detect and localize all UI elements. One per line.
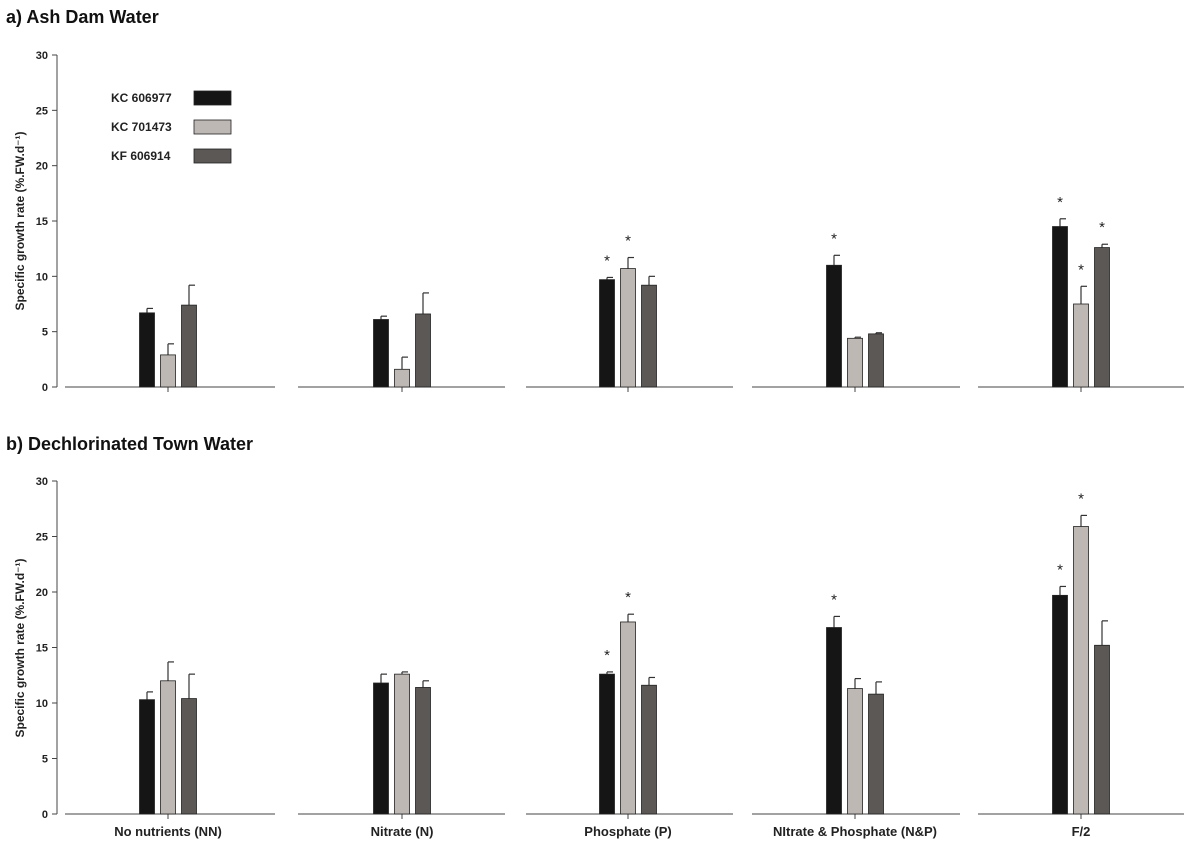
significance-marker: * bbox=[604, 647, 610, 664]
bar-kc-701473-f-2 bbox=[1073, 303, 1089, 388]
y-axis-label-a: Specific growth rate (%.FW.d⁻¹) bbox=[13, 131, 27, 310]
panel-dechlorinated-town-water: b) Dechlorinated Town Water Specific gro… bbox=[6, 434, 1184, 839]
bar-kc-701473-nitrate-phosphate-n-p bbox=[847, 688, 863, 815]
category-label-f-2: F/2 bbox=[1072, 824, 1091, 839]
bar-kf-606914-no-nutrients-nn bbox=[181, 698, 197, 815]
bar-kc-606977-nitrate-n bbox=[373, 682, 389, 815]
bar-kc-606977-f-2 bbox=[1052, 594, 1068, 815]
significance-marker: * bbox=[1078, 490, 1084, 507]
y-tick-label: 30 bbox=[36, 476, 48, 488]
y-tick-label: 25 bbox=[36, 532, 48, 544]
panel-title-a: a) Ash Dam Water bbox=[6, 7, 159, 27]
bar-kf-606914-phosphate-p bbox=[641, 284, 657, 388]
category-label-phosphate-p: Phosphate (P) bbox=[584, 824, 671, 839]
bar-kc-701473-nitrate-phosphate-n-p bbox=[847, 337, 863, 388]
y-tick-label: 5 bbox=[42, 327, 48, 339]
y-tick-label: 10 bbox=[36, 698, 48, 710]
category-label-no-nutrients-nn: No nutrients (NN) bbox=[114, 824, 222, 839]
bar-kc-606977-nitrate-n bbox=[373, 319, 389, 388]
y-tick-label: 5 bbox=[42, 754, 48, 766]
bar-kc-701473-f-2 bbox=[1073, 526, 1089, 815]
y-tick-label: 25 bbox=[36, 105, 48, 117]
y-tick-label: 20 bbox=[36, 587, 48, 599]
bar-kf-606914-f-2 bbox=[1094, 644, 1110, 815]
legend: KC 606977 KC 701473 KF 606914 bbox=[111, 90, 232, 164]
significance-marker: * bbox=[1078, 261, 1084, 278]
bar-kc-606977-nitrate-phosphate-n-p bbox=[826, 264, 842, 388]
category-label-nitrate-phosphate-n-p: NItrate & Phosphate (N&P) bbox=[773, 824, 937, 839]
y-tick-label: 0 bbox=[42, 809, 48, 821]
significance-marker: * bbox=[1057, 194, 1063, 211]
bar-kc-701473-no-nutrients-nn bbox=[160, 680, 176, 815]
y-tick-label: 15 bbox=[36, 216, 48, 228]
bar-kf-606914-nitrate-n bbox=[415, 313, 431, 388]
y-tick-label: 30 bbox=[36, 50, 48, 62]
bar-kc-701473-phosphate-p bbox=[620, 268, 636, 388]
panel-title-b: b) Dechlorinated Town Water bbox=[6, 434, 253, 454]
bar-kc-701473-nitrate-n bbox=[394, 673, 410, 815]
bar-kf-606914-nitrate-phosphate-n-p bbox=[868, 693, 884, 815]
plot-area-a: 0 5 10 15 20 25 30 * * * * * * bbox=[36, 50, 1184, 394]
y-tick-label: 20 bbox=[36, 161, 48, 173]
legend-label-kc-701473: KC 701473 bbox=[111, 120, 172, 134]
significance-marker: * bbox=[1099, 219, 1105, 236]
y-axis-label-b: Specific growth rate (%.FW.d⁻¹) bbox=[13, 558, 27, 737]
panel-ash-dam-water: a) Ash Dam Water Specific growth rate (%… bbox=[6, 7, 1184, 394]
legend-swatch-kc-701473 bbox=[193, 119, 232, 135]
bar-kf-606914-f-2 bbox=[1094, 247, 1110, 388]
bar-kf-606914-nitrate-phosphate-n-p bbox=[868, 333, 884, 388]
bar-kc-606977-f-2 bbox=[1052, 226, 1068, 388]
significance-marker: * bbox=[831, 591, 837, 608]
bar-kc-606977-phosphate-p bbox=[599, 673, 615, 815]
bar-kc-606977-nitrate-phosphate-n-p bbox=[826, 627, 842, 815]
bar-kf-606914-nitrate-n bbox=[415, 687, 431, 815]
significance-marker: * bbox=[604, 252, 610, 269]
bar-kf-606914-no-nutrients-nn bbox=[181, 304, 197, 388]
legend-label-kc-606977: KC 606977 bbox=[111, 91, 172, 105]
y-tick-label: 15 bbox=[36, 643, 48, 655]
plot-area-b: 0 5 10 15 20 25 30 No nutrients (NN) Nitrate (N)… bbox=[36, 476, 1184, 839]
significance-marker: * bbox=[625, 233, 631, 250]
significance-marker: * bbox=[625, 589, 631, 606]
bar-kc-701473-phosphate-p bbox=[620, 621, 636, 815]
bar-kc-701473-nitrate-n bbox=[394, 368, 410, 388]
bar-kc-606977-no-nutrients-nn bbox=[139, 312, 155, 388]
significance-marker: * bbox=[1057, 561, 1063, 578]
legend-swatch-kc-606977 bbox=[193, 90, 232, 106]
bar-kc-606977-no-nutrients-nn bbox=[139, 699, 155, 815]
bar-kc-606977-phosphate-p bbox=[599, 279, 615, 388]
bar-kc-701473-no-nutrients-nn bbox=[160, 354, 176, 388]
legend-swatch-kf-606914 bbox=[193, 148, 232, 164]
y-tick-label: 0 bbox=[42, 382, 48, 394]
y-tick-label: 10 bbox=[36, 271, 48, 283]
bar-kf-606914-phosphate-p bbox=[641, 684, 657, 815]
significance-marker: * bbox=[831, 230, 837, 247]
legend-label-kf-606914: KF 606914 bbox=[111, 149, 171, 163]
category-label-nitrate-n: Nitrate (N) bbox=[371, 824, 434, 839]
